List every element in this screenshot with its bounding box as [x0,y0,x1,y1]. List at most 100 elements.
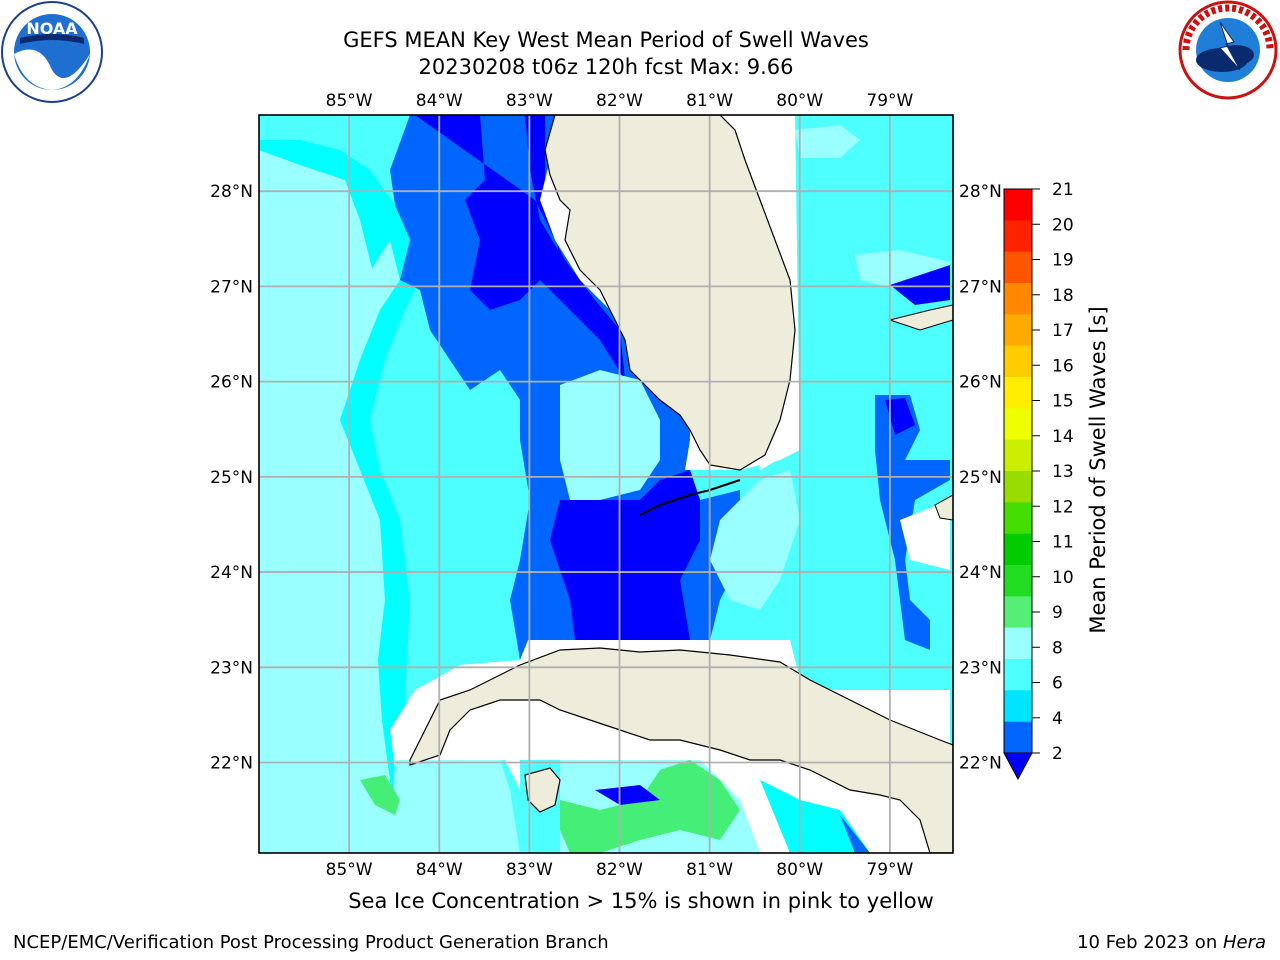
left-lat-label-0: 28°N [210,182,253,202]
right-lat-label-1: 27°N [959,277,1002,297]
chart-subtitle: 20230208 t06z 120h fcst Max: 9.66 [418,55,794,79]
bahamas-land-north [888,304,953,331]
noaa-text: NOAA [26,19,78,38]
bottom-lon-label-4: 81°W [686,860,733,880]
colorbar-tick-label-4: 9 [1052,603,1063,623]
colorbar-segment-1 [1004,220,1032,253]
colorbar-segment-0 [1004,189,1032,221]
florida-keys [639,479,741,516]
colorbar-tick-label-11: 16 [1052,356,1074,376]
colorbar-tick-label-10: 15 [1052,392,1074,412]
deepblue-spot-east [885,398,915,435]
top-lon-label-4: 81°W [686,91,733,111]
colorbar-segment-3 [1004,283,1032,315]
footer-date: 10 Feb 2023 on Hera [1077,932,1266,953]
teal-region-southwest [390,760,520,853]
teal-region-north [795,125,860,158]
map-plot-area [259,115,953,853]
colorbar-tick-label-9: 14 [1052,427,1074,447]
right-lat-label-3: 25°N [959,468,1002,488]
map-frame [258,114,954,854]
colorbar-segment-10 [1004,502,1032,535]
colorbar-segment-17 [1004,721,1032,754]
green-region-southwest [360,775,400,815]
left-lat-label-4: 24°N [210,563,253,583]
midblue-region-southeast [840,815,870,853]
nws-logo-icon [1178,0,1278,100]
colorbar-tick-label-5: 10 [1052,568,1074,588]
colorbar-segment-13 [1004,596,1032,629]
bahamas-land-south [934,494,953,521]
colorbar-segment-4 [1004,314,1032,347]
chart-title: GEFS MEAN Key West Mean Period of Swell … [343,28,869,52]
colorbar-segment-5 [1004,345,1032,378]
colorbar-segment-12 [1004,565,1032,597]
colorbar-segment-14 [1004,627,1032,660]
colorbar-tick-label-16: 21 [1052,180,1074,200]
bottom-lon-label-5: 80°W [776,860,823,880]
colorbar: 2 4 6 8 9 10 11 12 13 14 15 16 17 18 19 20 21 [1003,180,1074,781]
bottom-lon-label-1: 84°W [416,860,463,880]
green-region-south [560,760,740,853]
left-lat-label-6: 22°N [210,754,253,774]
nodata-bahamas [900,500,950,570]
deepblue-region [415,115,700,640]
top-lon-label-2: 83°W [506,91,553,111]
noaa-logo-icon: NOAA [1,1,103,103]
colorbar-tick-label-2: 6 [1052,674,1063,694]
axis-tick-labels: 85°W 85°W 84°W 84°W 83°W 83°W 82°W 82°W 81°W 81°W… [210,91,1002,880]
isla-juventud-land [524,767,561,813]
colorbar-tick-label-7: 12 [1052,497,1074,517]
right-lat-label-0: 28°N [959,182,1002,202]
colorbar-segment-7 [1004,408,1032,441]
colorbar-extend-arrow [1003,752,1033,781]
left-lat-label-2: 26°N [210,373,253,393]
colorbar-segment-8 [1004,439,1032,472]
colorbar-tick-label-13: 18 [1052,286,1074,306]
top-lon-label-5: 80°W [776,91,823,111]
colorbar-tick-label-12: 17 [1052,321,1074,341]
sea-ice-note: Sea Ice Concentration > 15% is shown in … [348,889,934,913]
colorbar-tick-label-6: 11 [1052,533,1074,553]
colorbar-tick-label-15: 20 [1052,215,1074,235]
footer-credit: NCEP/EMC/Verification Post Processing Pr… [13,932,609,953]
footer-host: Hera [1222,932,1266,953]
footer-date-text: 10 Feb 2023 on [1077,932,1223,953]
left-lat-label-1: 27°N [210,277,253,297]
cyan-region-southeast [760,780,870,853]
right-lat-label-2: 26°N [959,373,1002,393]
colorbar-tick-label-1: 4 [1052,709,1063,729]
colorbar-segment-2 [1004,251,1032,284]
colorbar-segment-16 [1004,690,1032,723]
deepblue-streak-ne [890,265,950,305]
cyan-band-west [259,140,420,853]
deepblue-spot-south [595,785,660,805]
cuba-land [409,647,953,853]
teal-region-central [560,370,660,500]
top-lon-label-6: 79°W [866,91,913,111]
teal-region-east [710,470,800,610]
left-lat-label-5: 23°N [210,658,253,678]
top-lon-label-0: 85°W [326,91,373,111]
colorbar-segment-6 [1004,377,1032,409]
colorbar-tick-label-3: 8 [1052,638,1063,658]
colorbar-tick-label-0: 2 [1052,744,1063,764]
top-lon-label-3: 82°W [596,91,643,111]
colorbar-tick-label-14: 19 [1052,251,1074,271]
colorbar-tick-label-8: 13 [1052,462,1074,482]
bottom-lon-label-0: 85°W [326,860,373,880]
colorbar-segment-9 [1004,471,1032,503]
bottom-lon-label-2: 83°W [506,860,553,880]
bottom-lon-label-3: 82°W [596,860,643,880]
right-lat-label-4: 24°N [959,563,1002,583]
map-grid [259,115,953,853]
right-lat-label-5: 23°N [959,658,1002,678]
colorbar-segment-15 [1004,659,1032,691]
colorbar-label: Mean Period of Swell Waves [s] [1086,306,1110,634]
top-lon-label-1: 84°W [416,91,463,111]
midblue-streak-east [875,395,950,650]
right-lat-label-6: 22°N [959,754,1002,774]
teal-region-west [259,145,400,853]
left-lat-label-3: 25°N [210,468,253,488]
